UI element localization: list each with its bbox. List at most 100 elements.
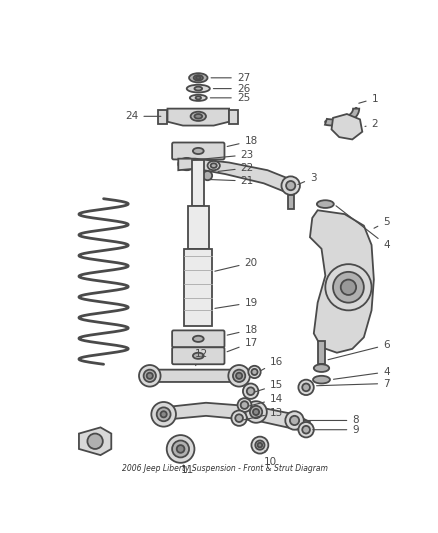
Bar (184, 249, 212, 326)
Circle shape (286, 181, 295, 190)
Ellipse shape (194, 87, 202, 91)
Circle shape (151, 402, 176, 426)
Circle shape (139, 365, 161, 386)
Circle shape (236, 373, 242, 379)
Text: 19: 19 (215, 297, 258, 309)
Circle shape (325, 264, 371, 310)
Circle shape (251, 437, 268, 454)
Circle shape (177, 445, 184, 453)
Circle shape (243, 384, 258, 399)
Ellipse shape (182, 161, 191, 167)
Circle shape (255, 440, 265, 450)
Circle shape (245, 401, 267, 423)
Circle shape (240, 401, 248, 409)
Text: 16: 16 (261, 357, 283, 370)
Bar (187, 206, 209, 249)
Circle shape (253, 409, 259, 415)
Circle shape (144, 370, 156, 382)
Text: 26: 26 (213, 84, 250, 94)
Polygon shape (178, 159, 291, 191)
Ellipse shape (317, 200, 334, 208)
Circle shape (341, 280, 356, 295)
Text: 14: 14 (250, 394, 283, 406)
Text: 22: 22 (218, 163, 254, 173)
Text: 1: 1 (359, 94, 378, 103)
Text: 24: 24 (125, 111, 161, 122)
Ellipse shape (189, 73, 208, 83)
Ellipse shape (314, 364, 329, 372)
Text: 25: 25 (210, 93, 250, 103)
Text: 18: 18 (227, 325, 258, 335)
Ellipse shape (196, 76, 201, 79)
Circle shape (298, 379, 314, 395)
Ellipse shape (191, 112, 206, 121)
Text: 2006 Jeep Liberty Suspension - Front & Strut Diagram: 2006 Jeep Liberty Suspension - Front & S… (121, 464, 328, 473)
Ellipse shape (194, 114, 202, 119)
Text: 13: 13 (244, 408, 283, 420)
Circle shape (251, 369, 258, 375)
Ellipse shape (194, 75, 203, 80)
Polygon shape (288, 195, 294, 209)
Circle shape (247, 387, 254, 395)
Text: 5: 5 (374, 217, 390, 228)
Text: 11: 11 (180, 465, 194, 475)
Polygon shape (229, 110, 238, 124)
Text: 4: 4 (333, 367, 390, 379)
Ellipse shape (208, 161, 220, 170)
Text: 7: 7 (317, 378, 390, 389)
Polygon shape (79, 427, 111, 455)
Polygon shape (156, 403, 310, 431)
Ellipse shape (196, 96, 201, 99)
Text: 21: 21 (210, 176, 254, 186)
FancyBboxPatch shape (172, 330, 224, 348)
Circle shape (167, 435, 194, 463)
Text: 4: 4 (336, 206, 390, 250)
Circle shape (157, 407, 170, 421)
Polygon shape (325, 109, 359, 126)
Ellipse shape (185, 163, 189, 166)
Circle shape (285, 411, 304, 430)
Ellipse shape (193, 336, 204, 342)
FancyBboxPatch shape (172, 142, 224, 159)
Text: 8: 8 (304, 415, 359, 425)
Circle shape (248, 366, 261, 378)
Circle shape (302, 426, 310, 433)
Circle shape (235, 414, 243, 422)
Circle shape (233, 370, 245, 382)
Circle shape (250, 406, 262, 418)
Circle shape (282, 176, 300, 195)
Polygon shape (158, 110, 167, 124)
Ellipse shape (313, 376, 330, 384)
Text: 15: 15 (255, 380, 283, 392)
Circle shape (302, 384, 310, 391)
Bar (192, 160, 205, 206)
Circle shape (88, 433, 103, 449)
Polygon shape (167, 109, 229, 126)
Text: 12: 12 (194, 349, 208, 366)
Circle shape (172, 440, 189, 457)
Ellipse shape (339, 120, 355, 134)
Text: 20: 20 (215, 257, 258, 271)
Circle shape (231, 410, 247, 426)
Ellipse shape (211, 163, 217, 168)
Text: 9: 9 (313, 425, 359, 435)
Circle shape (258, 443, 262, 447)
Text: 18: 18 (227, 136, 258, 147)
Polygon shape (310, 210, 374, 353)
Ellipse shape (178, 158, 195, 170)
Text: 10: 10 (264, 451, 277, 467)
Text: 27: 27 (211, 73, 250, 83)
Circle shape (161, 411, 167, 417)
Ellipse shape (193, 353, 204, 359)
Circle shape (237, 398, 251, 412)
Circle shape (333, 272, 364, 303)
Ellipse shape (190, 95, 207, 101)
Text: 3: 3 (298, 173, 317, 184)
Text: 17: 17 (227, 338, 258, 352)
FancyBboxPatch shape (172, 348, 224, 364)
Circle shape (290, 416, 299, 425)
Polygon shape (332, 114, 362, 140)
Text: 23: 23 (193, 150, 254, 160)
Circle shape (228, 365, 250, 386)
Ellipse shape (187, 85, 210, 92)
